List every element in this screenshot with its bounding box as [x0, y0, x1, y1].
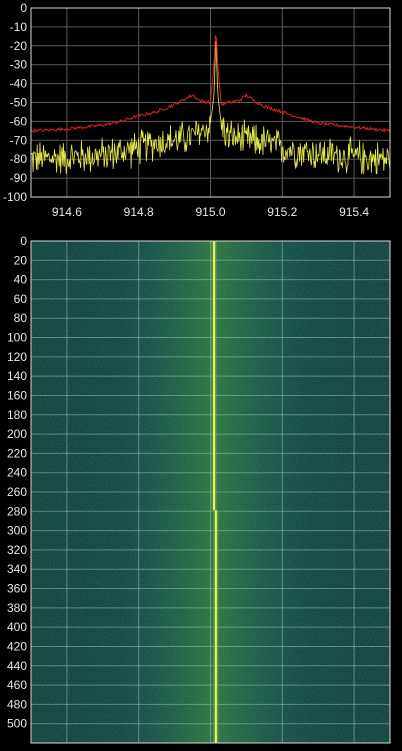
spectrum-y-tick-label: -60	[10, 114, 28, 128]
waterfall-y-tick-label: 160	[7, 388, 27, 402]
waterfall-y-tick-label: 220	[7, 446, 27, 460]
spectrum-y-tick-label: -40	[10, 77, 28, 91]
spectrum-x-axis: 914.6 914.8 915.0 915.2 915.4	[52, 205, 370, 219]
spectrum-y-tick-label: -90	[10, 171, 28, 185]
spectrum-y-tick-label: -80	[10, 152, 28, 166]
spectrum-y-axis: 0 -10 -20 -30 -40 -50 -60 -70 -80 -90 -100	[3, 1, 27, 204]
waterfall-y-tick-label: 500	[7, 717, 27, 731]
waterfall-y-tick-label: 340	[7, 562, 27, 576]
waterfall-y-tick-label: 460	[7, 678, 27, 692]
spectrum-y-tick-label: -10	[10, 20, 28, 34]
waterfall-y-tick-label: 260	[7, 485, 27, 499]
waterfall-y-tick-label: 380	[7, 601, 27, 615]
waterfall-y-tick-label: 200	[7, 427, 27, 441]
waterfall-y-tick-label: 140	[7, 369, 27, 383]
waterfall-plot-area	[30, 240, 391, 744]
waterfall-frame	[30, 240, 391, 744]
waterfall-y-tick-label: 280	[7, 504, 27, 518]
spectrum-series	[31, 35, 390, 175]
waterfall-y-tick-label: 360	[7, 582, 27, 596]
waterfall-y-tick-label: 320	[7, 543, 27, 557]
waterfall-grid	[31, 241, 390, 743]
spectrum-y-tick-label: -30	[10, 58, 28, 72]
spectrum-plot-area	[30, 7, 391, 198]
spectrum-x-tick-label: 914.8	[124, 205, 154, 219]
waterfall-y-tick-label: 100	[7, 331, 27, 345]
spectrum-x-tick-label: 915.0	[195, 205, 225, 219]
spectrum-y-tick-label: -100	[3, 190, 27, 204]
waterfall-y-tick-label: 40	[14, 273, 28, 287]
spectrum-x-tick-label: 914.6	[52, 205, 82, 219]
spectrum-trace-max-hold	[31, 35, 390, 133]
spectrum-trace-live	[31, 40, 390, 175]
waterfall-signal	[211, 241, 219, 743]
waterfall-y-tick-label: 300	[7, 524, 27, 538]
waterfall-y-tick-label: 480	[7, 697, 27, 711]
spectrum-plot-frame	[30, 7, 391, 198]
waterfall-signal-trace	[213, 241, 216, 511]
waterfall-y-tick-label: 60	[14, 292, 28, 306]
waterfall-y-tick-label: 240	[7, 466, 27, 480]
waterfall-y-tick-label: 440	[7, 659, 27, 673]
waterfall-y-tick-label: 120	[7, 350, 27, 364]
spectrum-y-tick-label: 0	[20, 1, 27, 15]
waterfall-y-tick-label: 0	[20, 234, 27, 248]
spectrum-y-tick-label: -50	[10, 96, 28, 110]
spectrum-x-tick-label: 915.2	[267, 205, 297, 219]
waterfall-y-tick-label: 20	[14, 253, 28, 267]
waterfall-y-tick-label: 80	[14, 311, 28, 325]
waterfall-y-axis: 0 20 40 60 80 100 120 140 160 180 200 220 240 260 280 3…	[7, 234, 27, 731]
waterfall-y-tick-label: 180	[7, 408, 27, 422]
waterfall-signal-trace	[214, 510, 217, 743]
spectrum-y-tick-label: -20	[10, 39, 28, 53]
spectrum-x-tick-label: 915.4	[339, 205, 369, 219]
waterfall-y-tick-label: 400	[7, 620, 27, 634]
spectrum-y-tick-label: -70	[10, 133, 28, 147]
waterfall-y-tick-label: 420	[7, 639, 27, 653]
